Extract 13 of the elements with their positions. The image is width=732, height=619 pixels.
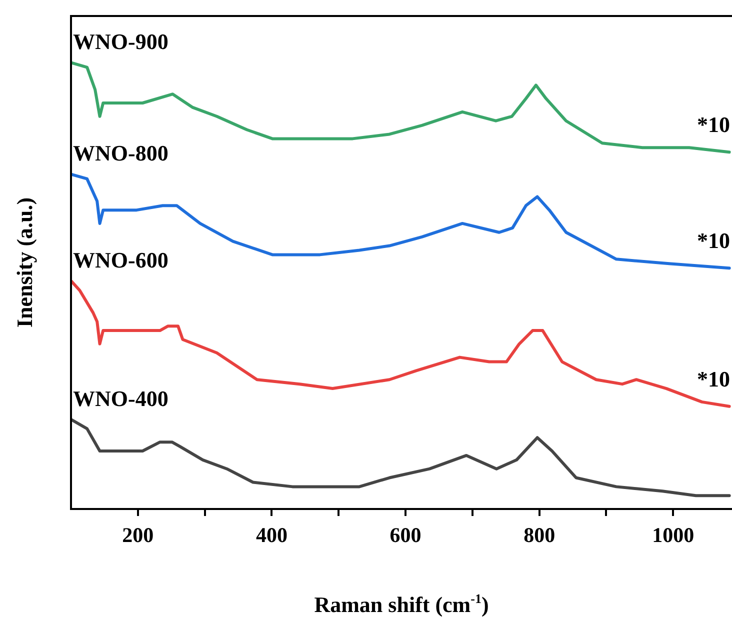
x-tick-label: 600 xyxy=(390,523,422,548)
x-tick-label: 1000 xyxy=(652,523,694,548)
annotation: *10 xyxy=(697,228,730,254)
x-tick-label: 800 xyxy=(524,523,556,548)
annotation: *10 xyxy=(697,112,730,138)
series-label: WNO-800 xyxy=(73,140,168,166)
x-tick-label: 400 xyxy=(256,523,288,548)
x-tick-label: 200 xyxy=(122,523,154,548)
y-axis-title: Inensity (a.u.) xyxy=(12,197,37,328)
series-label: WNO-400 xyxy=(73,386,168,411)
annotation: *10 xyxy=(697,366,730,392)
series-label: WNO-600 xyxy=(73,247,168,272)
series-label: WNO-900 xyxy=(73,28,168,54)
